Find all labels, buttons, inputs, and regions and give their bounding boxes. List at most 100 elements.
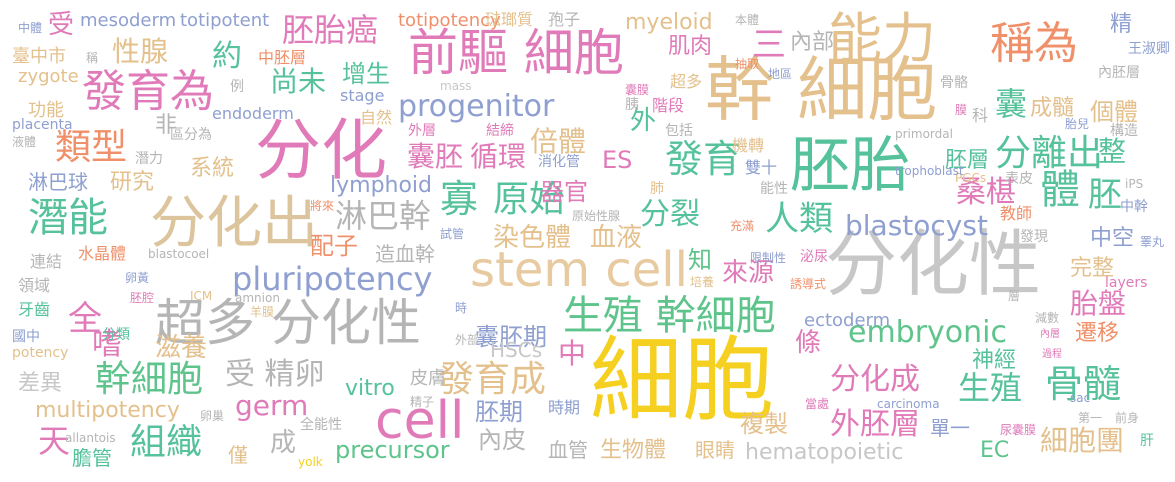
word: 天: [38, 422, 71, 460]
word: 超多: [670, 72, 703, 91]
word: 淋巴幹: [335, 197, 432, 235]
word: 能性: [760, 181, 788, 197]
word: sac: [1070, 391, 1091, 405]
word: 卵巢: [200, 409, 225, 423]
word: 胚胎: [790, 131, 910, 201]
word: 血液: [590, 223, 643, 253]
word: 原始性腺: [572, 209, 621, 223]
word: 幹細胞: [95, 359, 204, 400]
word: 誘導式: [790, 277, 827, 291]
word: EC: [980, 438, 1010, 463]
word: 分離出: [995, 133, 1104, 174]
word: 表皮: [1005, 171, 1033, 187]
word: 中體: [18, 21, 43, 35]
word: placenta: [12, 117, 73, 133]
word: 過程: [1042, 349, 1062, 360]
word: 孢子: [548, 10, 581, 29]
word: ectoderm: [804, 310, 891, 331]
word: 膜: [955, 103, 968, 117]
word: 生殖 幹細胞: [563, 293, 776, 339]
word: 前驅 細胞: [408, 24, 624, 82]
word: 細胞團: [1040, 424, 1125, 457]
word: 神經: [972, 348, 1017, 373]
word: 機轉: [732, 136, 765, 155]
word: 胚期: [475, 398, 523, 426]
word: 消化管: [538, 154, 580, 170]
word: allantois: [65, 431, 116, 445]
word: 器官: [540, 178, 588, 206]
word: 培養: [690, 275, 715, 289]
word: embryonic: [848, 315, 1008, 350]
word: 全: [68, 299, 102, 339]
word: PGCs: [955, 171, 987, 185]
word: 能力: [828, 7, 936, 70]
word: 稱為: [990, 18, 1078, 69]
word: germ: [235, 389, 309, 422]
word: 細胞: [590, 327, 775, 434]
word: stem cell: [470, 242, 688, 298]
word: 膽管: [72, 446, 112, 470]
word: primordal: [895, 127, 953, 141]
word: 時: [455, 301, 468, 315]
word: 外: [630, 106, 657, 136]
word: 胚層: [945, 148, 990, 173]
word: trophoblast: [895, 164, 964, 178]
word: 卵黃: [125, 271, 150, 285]
word: 外胚層: [830, 407, 920, 442]
word: 功能: [28, 100, 64, 121]
word: 超多 分化性: [155, 294, 421, 352]
word: 精: [1110, 12, 1133, 37]
word: 水晶體: [78, 244, 127, 263]
word: 時期: [548, 398, 581, 417]
word: ICM: [190, 289, 213, 303]
word: carcinoma: [877, 397, 940, 411]
word: 生物體: [600, 438, 667, 463]
word: 內皮: [478, 426, 526, 454]
word: 試管: [440, 227, 465, 241]
word: 當處: [805, 397, 830, 411]
word: 琺瑯質: [485, 10, 534, 29]
word: 分化出: [150, 191, 318, 256]
word: 科: [972, 106, 989, 125]
word: 分化: [255, 112, 387, 189]
word: 分裂: [640, 197, 700, 232]
word: 發育為: [82, 66, 214, 117]
word: 類型: [55, 127, 128, 168]
word: 外部: [455, 333, 480, 347]
word: 雙十: [745, 158, 778, 177]
word: 成: [270, 428, 297, 458]
word: 生殖: [958, 369, 1023, 407]
word: 胚腔: [130, 291, 155, 305]
word: 組織: [130, 422, 203, 463]
word: 肝: [1140, 433, 1154, 449]
word: 外層: [408, 123, 436, 139]
word: 將來: [310, 199, 335, 213]
word: 單一: [930, 416, 970, 440]
word: 循環: [470, 140, 527, 173]
word: 個體: [1090, 98, 1138, 126]
word: 骨髓: [1045, 362, 1122, 406]
word: 囊: [995, 85, 1028, 123]
word: 充滿: [730, 219, 755, 233]
word: 地區: [768, 67, 793, 81]
word: 全能性: [300, 417, 342, 433]
word: endoderm: [212, 104, 294, 123]
word: hematopoietic: [745, 440, 904, 465]
word: 發育: [665, 137, 742, 181]
word: mass: [440, 79, 472, 93]
word: 血管: [548, 438, 588, 462]
word: 胎盤: [1070, 287, 1127, 320]
word: 本體: [735, 13, 760, 27]
word: 約: [212, 39, 242, 74]
word: 差異: [18, 371, 63, 396]
word: 增生: [342, 60, 390, 88]
word: 體: [1040, 167, 1080, 213]
word: 原始: [493, 179, 566, 220]
word: 潛能: [28, 195, 108, 241]
word: 王淑卿: [1128, 41, 1170, 57]
word: 尚未: [270, 65, 327, 98]
word: 人類: [765, 199, 833, 239]
word: 區分為: [170, 127, 212, 143]
word: 受 精卵: [225, 357, 325, 392]
